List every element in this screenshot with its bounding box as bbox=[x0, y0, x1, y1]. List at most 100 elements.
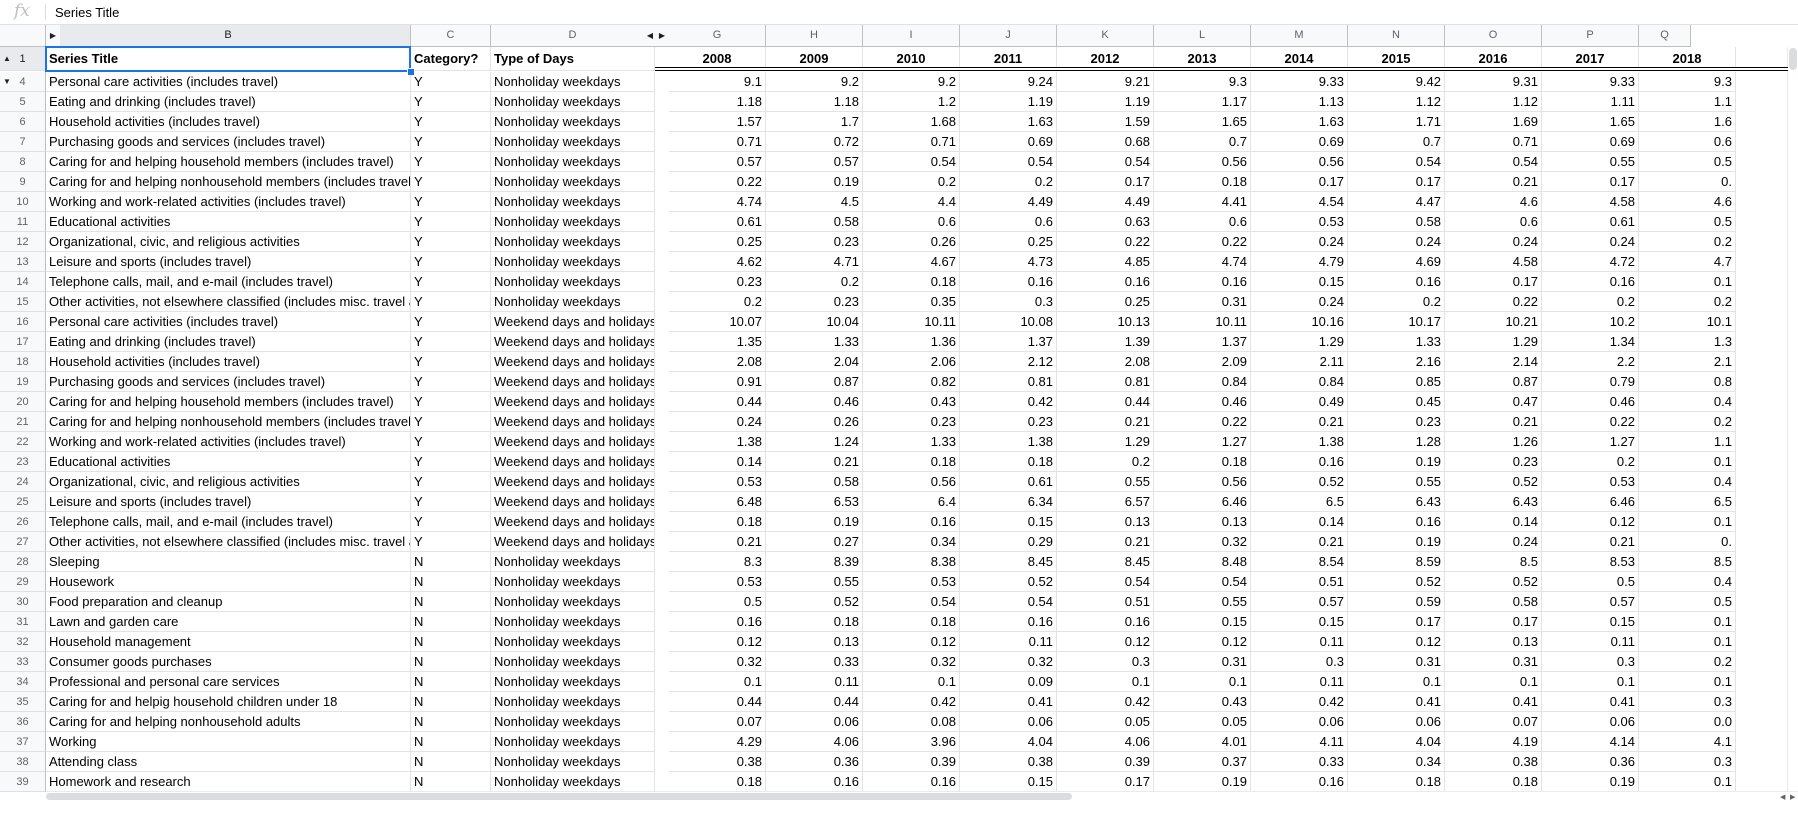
value-cell[interactable]: 0.17 bbox=[1348, 612, 1445, 632]
value-cell[interactable]: 0.19 bbox=[1348, 532, 1445, 552]
value-cell[interactable]: 0.07 bbox=[669, 712, 766, 732]
column-header-C[interactable]: C bbox=[411, 25, 491, 47]
value-cell[interactable]: 0.1 bbox=[1639, 612, 1736, 632]
value-cell[interactable]: 0.4 bbox=[1639, 392, 1736, 412]
value-cell[interactable]: 4.7 bbox=[1639, 252, 1736, 272]
value-cell[interactable]: 4.54 bbox=[1251, 192, 1348, 212]
category-cell[interactable]: N bbox=[411, 672, 491, 692]
value-cell[interactable]: 1.33 bbox=[1348, 332, 1445, 352]
value-cell[interactable]: 0.55 bbox=[1154, 592, 1251, 612]
value-cell[interactable]: 4.62 bbox=[669, 252, 766, 272]
value-cell[interactable]: 0.06 bbox=[766, 712, 863, 732]
value-cell[interactable]: 0.06 bbox=[1348, 712, 1445, 732]
type-of-days-cell[interactable]: Nonholiday weekdays bbox=[491, 652, 655, 672]
value-cell[interactable]: 0.82 bbox=[863, 372, 960, 392]
category-cell[interactable]: Y bbox=[411, 232, 491, 252]
value-cell[interactable]: 4.67 bbox=[863, 252, 960, 272]
value-cell[interactable]: 0.23 bbox=[766, 292, 863, 312]
value-cell[interactable]: 10.13 bbox=[1057, 312, 1154, 332]
category-cell[interactable]: Y bbox=[411, 212, 491, 232]
row-header[interactable]: 34 bbox=[0, 672, 46, 692]
value-cell[interactable]: 4.41 bbox=[1154, 192, 1251, 212]
value-cell[interactable]: 9.42 bbox=[1348, 72, 1445, 92]
category-cell[interactable]: Y bbox=[411, 412, 491, 432]
value-cell[interactable]: 0.24 bbox=[1348, 232, 1445, 252]
series-title-cell[interactable]: Working and work-related activities (inc… bbox=[46, 432, 411, 452]
series-title-cell[interactable]: Lawn and garden care bbox=[46, 612, 411, 632]
value-cell[interactable]: 0.12 bbox=[1057, 632, 1154, 652]
value-cell[interactable]: 0.2 bbox=[960, 172, 1057, 192]
series-title-cell[interactable]: Organizational, civic, and religious act… bbox=[46, 472, 411, 492]
value-cell[interactable]: 1.7 bbox=[766, 112, 863, 132]
row-header[interactable]: 25 bbox=[0, 492, 46, 512]
value-cell[interactable]: 9.2 bbox=[766, 72, 863, 92]
column-header-M[interactable]: M bbox=[1251, 25, 1348, 47]
value-cell[interactable]: 0.13 bbox=[1154, 512, 1251, 532]
value-cell[interactable]: 0.8 bbox=[1639, 372, 1736, 392]
value-cell[interactable]: 3.96 bbox=[863, 732, 960, 752]
row-header[interactable]: 36 bbox=[0, 712, 46, 732]
value-cell[interactable]: 10.16 bbox=[1251, 312, 1348, 332]
value-cell[interactable]: 9.33 bbox=[1542, 72, 1639, 92]
value-cell[interactable]: 0.15 bbox=[960, 512, 1057, 532]
value-cell[interactable]: 0.81 bbox=[960, 372, 1057, 392]
value-cell[interactable]: 0.32 bbox=[669, 652, 766, 672]
value-cell[interactable]: 0.27 bbox=[766, 532, 863, 552]
value-cell[interactable]: 0.51 bbox=[1251, 572, 1348, 592]
value-cell[interactable]: 0.17 bbox=[1057, 772, 1154, 792]
value-cell[interactable]: 1.37 bbox=[960, 332, 1057, 352]
value-cell[interactable]: 0.24 bbox=[1445, 532, 1542, 552]
series-title-cell[interactable]: Personal care activities (includes trave… bbox=[46, 72, 411, 92]
value-cell[interactable]: 0.2 bbox=[1348, 292, 1445, 312]
category-cell[interactable]: Y bbox=[411, 132, 491, 152]
value-cell[interactable]: 0.18 bbox=[960, 452, 1057, 472]
series-title-cell[interactable]: Caring for and helping nonhousehold adul… bbox=[46, 712, 411, 732]
value-cell[interactable]: 0.18 bbox=[863, 612, 960, 632]
value-cell[interactable]: 0.16 bbox=[669, 612, 766, 632]
type-of-days-cell[interactable]: Nonholiday weekdays bbox=[491, 612, 655, 632]
value-cell[interactable]: 0.38 bbox=[669, 752, 766, 772]
value-cell[interactable]: 1.24 bbox=[766, 432, 863, 452]
value-cell[interactable]: 0.5 bbox=[1639, 592, 1736, 612]
value-cell[interactable]: 0.16 bbox=[960, 272, 1057, 292]
column-header-D[interactable]: D bbox=[491, 25, 655, 47]
vertical-scroll-thumb[interactable] bbox=[1789, 48, 1797, 70]
row-header[interactable]: 24 bbox=[0, 472, 46, 492]
value-cell[interactable]: 1.6 bbox=[1639, 112, 1736, 132]
row-header[interactable]: 30 bbox=[0, 592, 46, 612]
value-cell[interactable]: 10.21 bbox=[1445, 312, 1542, 332]
value-cell[interactable]: 0.54 bbox=[1445, 152, 1542, 172]
value-cell[interactable]: 0.3 bbox=[960, 292, 1057, 312]
series-title-cell[interactable]: Purchasing goods and services (includes … bbox=[46, 132, 411, 152]
value-cell[interactable]: 2.08 bbox=[669, 352, 766, 372]
value-cell[interactable]: 0.46 bbox=[1154, 392, 1251, 412]
value-cell[interactable]: 10.08 bbox=[960, 312, 1057, 332]
value-cell[interactable]: 0.84 bbox=[1251, 372, 1348, 392]
value-cell[interactable]: 0.38 bbox=[960, 752, 1057, 772]
type-of-days-cell[interactable]: Nonholiday weekdays bbox=[491, 692, 655, 712]
value-cell[interactable]: 0.08 bbox=[863, 712, 960, 732]
value-cell[interactable]: 6.53 bbox=[766, 492, 863, 512]
value-cell[interactable]: 0.1 bbox=[669, 672, 766, 692]
row-header[interactable]: 5 bbox=[0, 92, 46, 112]
type-of-days-cell[interactable]: Weekend days and holidays bbox=[491, 312, 655, 332]
value-cell[interactable]: 4.04 bbox=[1348, 732, 1445, 752]
value-cell[interactable]: 0.68 bbox=[1057, 132, 1154, 152]
value-cell[interactable]: 0.87 bbox=[1445, 372, 1542, 392]
value-cell[interactable]: 0.15 bbox=[1542, 612, 1639, 632]
value-cell[interactable]: 0.85 bbox=[1348, 372, 1445, 392]
value-cell[interactable]: 0.11 bbox=[766, 672, 863, 692]
value-cell[interactable]: 4.69 bbox=[1348, 252, 1445, 272]
type-of-days-cell[interactable]: Weekend days and holidays bbox=[491, 452, 655, 472]
category-cell[interactable]: Y bbox=[411, 172, 491, 192]
value-cell[interactable]: 4.1 bbox=[1639, 732, 1736, 752]
category-cell[interactable]: N bbox=[411, 632, 491, 652]
value-cell[interactable]: 0.58 bbox=[766, 472, 863, 492]
value-cell[interactable]: 0.1 bbox=[1154, 672, 1251, 692]
value-cell[interactable]: 4.6 bbox=[1445, 192, 1542, 212]
category-cell[interactable]: Y bbox=[411, 492, 491, 512]
type-of-days-cell[interactable]: Nonholiday weekdays bbox=[491, 592, 655, 612]
value-cell[interactable]: 4.5 bbox=[766, 192, 863, 212]
category-cell[interactable]: Y bbox=[411, 532, 491, 552]
row-header[interactable]: 15 bbox=[0, 292, 46, 312]
